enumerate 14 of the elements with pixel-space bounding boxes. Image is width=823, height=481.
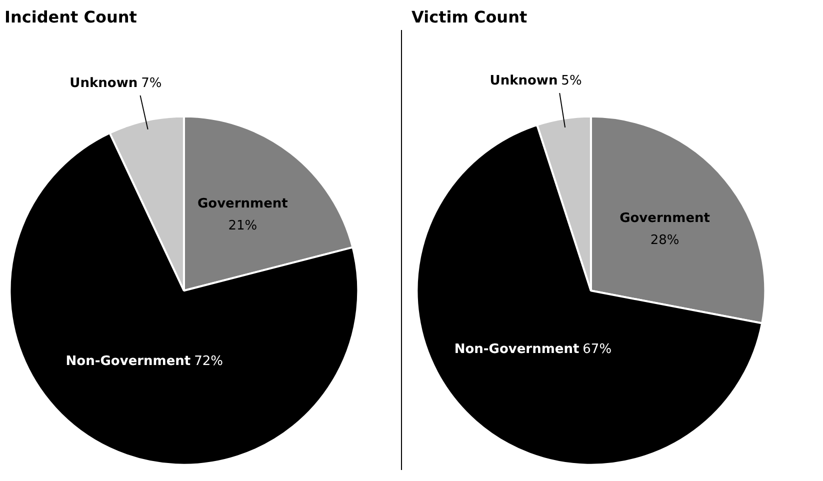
data-label: 72% [194, 354, 224, 369]
data-label: 21% [228, 218, 258, 234]
slice-label: Non-Government [454, 342, 580, 357]
slice-label: Unknown [70, 76, 138, 92]
data-label: 28% [650, 233, 680, 248]
chart-title: Incident Count [4, 8, 138, 26]
slice-label: Government [197, 196, 288, 212]
chart-title: Victim Count [412, 8, 528, 26]
data-label: 7% [141, 76, 162, 92]
slice-label: Government [620, 211, 710, 226]
slice-label: Unknown [490, 74, 558, 89]
data-label: 5% [561, 74, 582, 89]
slice-label: Non-Government [66, 354, 191, 369]
data-label: 67% [582, 342, 612, 357]
